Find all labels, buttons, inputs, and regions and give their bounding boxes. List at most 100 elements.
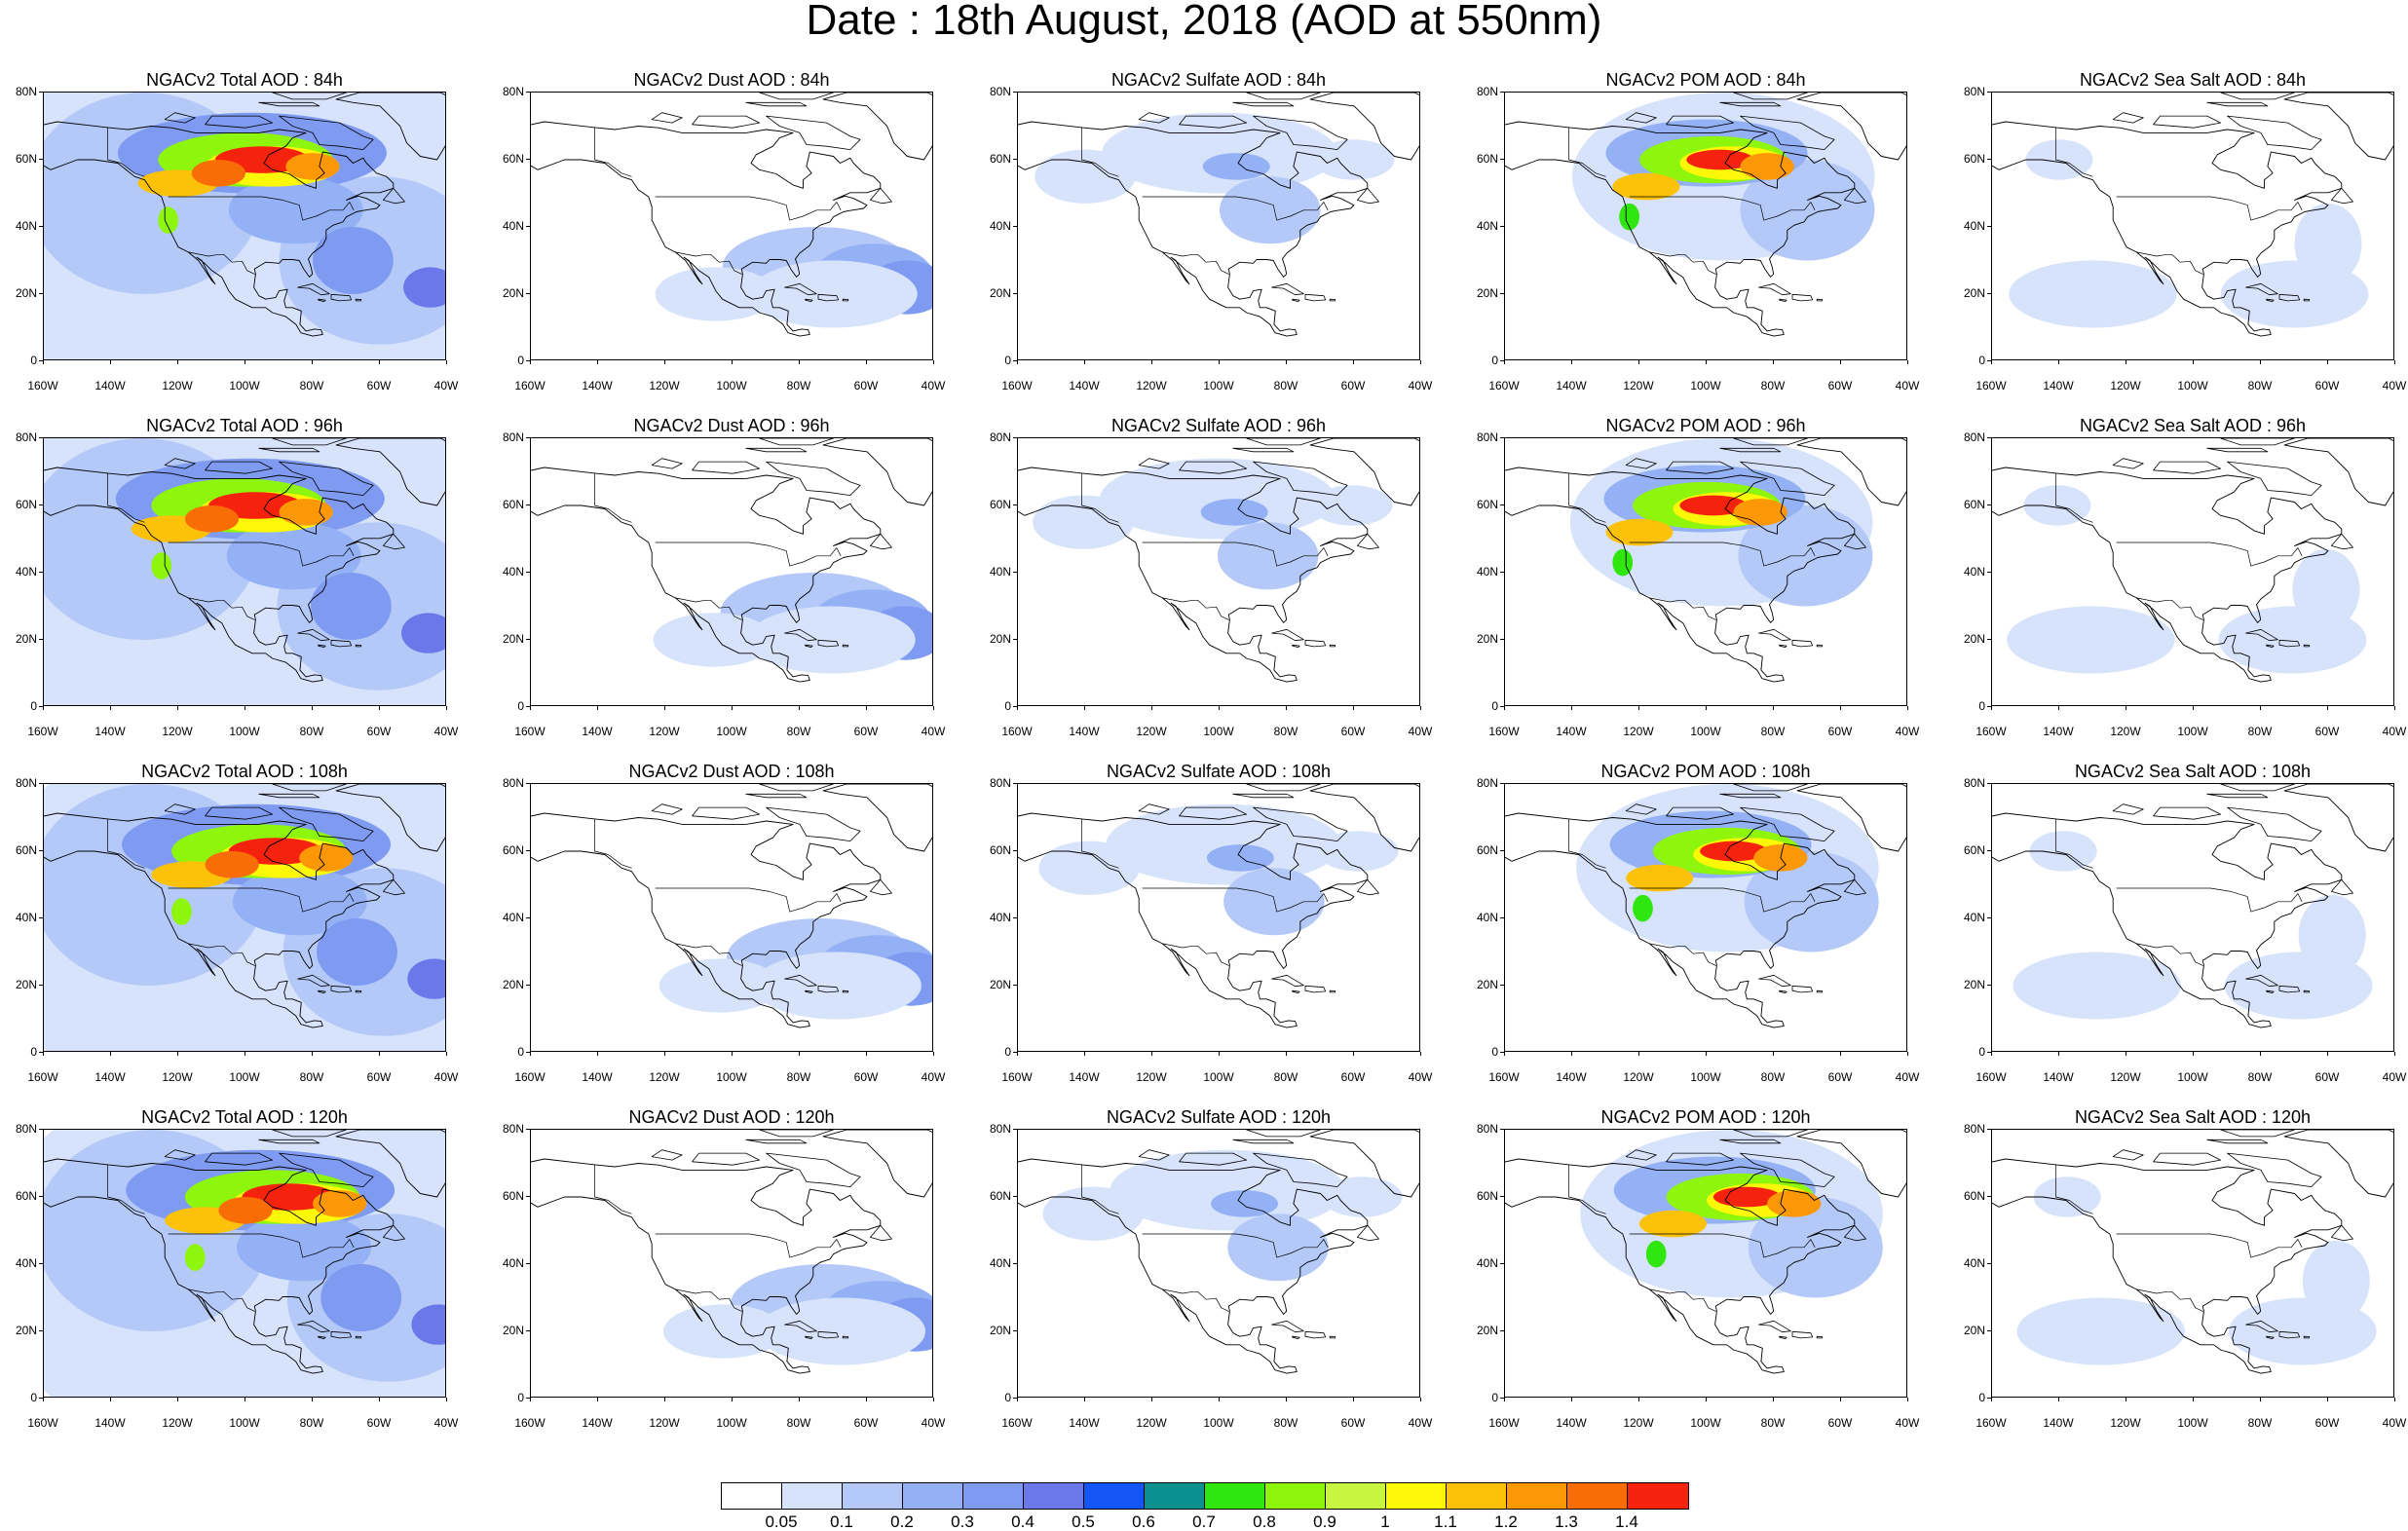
aod-shading	[1626, 864, 1694, 892]
lat-tick-label: 40N	[502, 565, 524, 579]
aod-shading	[232, 868, 367, 936]
lon-tick-label: 60W	[853, 379, 879, 392]
lon-tick	[2327, 706, 2328, 710]
panel-title: NGACv2 Sulfate AOD : 84h	[1110, 70, 1327, 90]
aod-shading	[1311, 485, 1393, 526]
lon-tick	[2193, 706, 2194, 710]
lon-tick	[530, 360, 531, 364]
panel-title: NGACv2 Sea Salt AOD : 84h	[2079, 70, 2307, 90]
lon-tick-label: 140W	[2043, 1070, 2074, 1084]
lat-tick-label: 40N	[15, 911, 37, 924]
lon-tick-label: 160W	[1975, 725, 2007, 738]
coastline	[531, 438, 932, 683]
aod-shading	[753, 952, 922, 1020]
aod-shading	[1217, 522, 1319, 590]
lat-tick-label: 0	[30, 699, 37, 713]
panel-title: NGACv2 Dust AOD : 96h	[633, 416, 830, 435]
coastline	[1992, 784, 2393, 1028]
lat-tick	[1987, 783, 1991, 784]
lat-tick-label: 0	[517, 1391, 524, 1404]
lon-tick-label: 140W	[1556, 1416, 1587, 1430]
lon-tick	[2394, 360, 2395, 364]
colorbar-label: 1.2	[1494, 1512, 1518, 1531]
map-plot-area	[1017, 437, 1420, 706]
lon-tick-label: 80W	[1760, 1416, 1786, 1430]
lon-tick	[1353, 360, 1354, 364]
aod-shading	[2294, 203, 2362, 284]
lon-tick	[1353, 1052, 1354, 1056]
lat-tick-label: 80N	[1476, 1122, 1498, 1136]
lat-tick-label: 20N	[989, 632, 1011, 646]
lat-tick-label: 20N	[989, 978, 1011, 991]
lon-tick-label: 100W	[229, 379, 260, 392]
aod-shading	[1767, 1190, 1822, 1217]
colorbar-swatch	[1447, 1483, 1507, 1509]
map-panel: NGACv2 Dust AOD : 96h 0 20N 40N 60N 80N 160W 14…	[487, 416, 976, 737]
lon-tick	[1286, 706, 1287, 710]
lon-tick	[1638, 1052, 1639, 1056]
lon-tick-label: 160W	[514, 1416, 546, 1430]
lon-tick-label: 40W	[1895, 1416, 1920, 1430]
lon-tick-label: 80W	[786, 379, 811, 392]
lat-tick-label: 40N	[15, 219, 37, 233]
panel-title: NGACv2 Sea Salt AOD : 108h	[2074, 762, 2312, 781]
lat-tick-label: 20N	[1963, 286, 1985, 300]
lon-tick	[177, 1052, 178, 1056]
lon-tick-label: 100W	[2177, 1416, 2208, 1430]
lat-tick	[1987, 706, 1991, 707]
lat-tick-label: 60N	[15, 843, 37, 857]
lon-tick	[446, 360, 447, 364]
coastline	[1505, 438, 1906, 683]
lon-tick	[1840, 360, 1841, 364]
lon-tick-label: 80W	[1760, 1070, 1786, 1084]
lat-tick	[1013, 1330, 1017, 1331]
map-plot-area	[1504, 1129, 1907, 1398]
lat-tick	[1013, 159, 1017, 160]
panel-title: NGACv2 Dust AOD : 108h	[628, 762, 835, 781]
map-plot-area	[530, 92, 933, 360]
lat-tick	[39, 1129, 43, 1130]
lat-tick-label: 40N	[502, 1256, 524, 1270]
map-panel: NGACv2 Total AOD : 108h 0 20N 40N 60N 80N 160W…	[0, 762, 489, 1083]
lon-tick-label: 160W	[1975, 1070, 2007, 1084]
lat-tick	[1500, 1052, 1504, 1053]
lat-tick-label: 0	[1978, 1045, 1985, 1059]
lon-tick	[866, 706, 867, 710]
colorbar-label: 0.3	[951, 1512, 974, 1531]
lat-tick	[39, 706, 43, 707]
aod-shading	[310, 573, 392, 640]
lat-tick	[526, 706, 530, 707]
lon-tick	[1840, 706, 1841, 710]
map-plot-area	[530, 1129, 933, 1398]
aod-field	[1505, 784, 1906, 1028]
lat-tick	[39, 293, 43, 294]
lat-tick	[1013, 783, 1017, 784]
lon-tick-label: 80W	[1760, 725, 1786, 738]
lat-tick-label: 40N	[989, 1256, 1011, 1270]
lat-tick	[1500, 850, 1504, 851]
lat-tick-label: 60N	[1476, 498, 1498, 511]
map-plot-area	[1504, 437, 1907, 706]
lon-tick-label: 60W	[2314, 725, 2340, 738]
aod-field	[1018, 1130, 1419, 1374]
lon-tick	[379, 706, 380, 710]
lon-tick	[1773, 706, 1774, 710]
lon-tick	[1017, 706, 1018, 710]
aod-shading	[184, 505, 240, 533]
coastline	[1992, 438, 2393, 683]
lon-tick-label: 100W	[229, 1416, 260, 1430]
lat-tick	[1013, 226, 1017, 227]
aod-shading	[279, 499, 333, 526]
lon-tick-label: 60W	[366, 1070, 392, 1084]
lon-tick-label: 160W	[1488, 725, 1520, 738]
lat-tick	[1013, 1196, 1017, 1197]
lat-tick	[1987, 917, 1991, 918]
aod-field	[44, 1130, 445, 1397]
aod-shading	[205, 851, 259, 878]
colorbar-label: 0.1	[830, 1512, 853, 1531]
lon-tick	[664, 360, 665, 364]
panel-title: NGACv2 POM AOD : 96h	[1605, 416, 1806, 435]
lon-tick	[1773, 1052, 1774, 1056]
lon-tick	[2058, 1052, 2059, 1056]
lat-tick	[1013, 504, 1017, 505]
